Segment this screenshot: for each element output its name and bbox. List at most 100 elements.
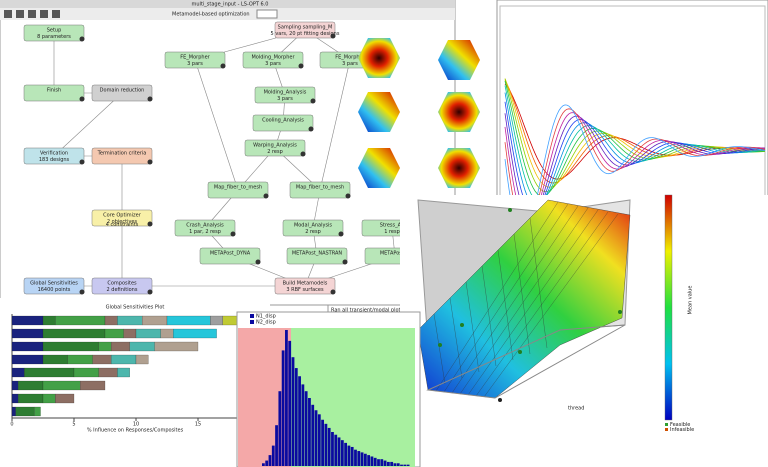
bar-segment xyxy=(117,315,143,326)
status-dot xyxy=(338,231,344,237)
node-label: Stress_An xyxy=(380,223,404,229)
legend-swatch xyxy=(250,314,254,318)
toolbar-button[interactable] xyxy=(40,10,48,18)
node-detail: 5 vars, 20 pt fitting designs xyxy=(271,31,340,37)
workflow-node[interactable]: Finish xyxy=(23,84,85,102)
workflow-node[interactable]: Domain reduction xyxy=(91,84,153,102)
bar xyxy=(406,464,410,466)
mesh-line xyxy=(467,209,599,396)
bar-segment xyxy=(154,341,199,352)
bar-segment xyxy=(42,315,56,326)
workflow-node[interactable]: Map_fiber_to_mesh xyxy=(207,181,269,199)
bar xyxy=(400,464,403,466)
node-detail: 2 definitions xyxy=(107,287,138,293)
mesh-line xyxy=(459,207,589,395)
x-tick-label: 5 xyxy=(72,422,75,428)
status-dot xyxy=(255,259,261,265)
workflow-node[interactable]: METAPost_DYNA xyxy=(199,247,261,265)
dropdown[interactable] xyxy=(256,9,278,19)
bar xyxy=(377,459,380,466)
bar-segment xyxy=(42,328,106,339)
toolbar-button[interactable] xyxy=(52,10,60,18)
bar xyxy=(357,451,361,466)
node-box xyxy=(164,51,226,69)
bar xyxy=(380,459,384,466)
status-dot xyxy=(79,96,85,102)
status-dot xyxy=(330,289,336,295)
workflow-node[interactable]: Cooling_Analysis xyxy=(252,114,314,132)
workflow-node[interactable]: Map_fiber_to_mesh xyxy=(289,181,351,199)
node-box xyxy=(23,277,85,295)
node-detail: 2 resp xyxy=(305,229,321,235)
node-box xyxy=(282,219,344,237)
bar xyxy=(373,457,377,466)
bar xyxy=(383,460,387,466)
node-label: METAPost_DYNA xyxy=(210,251,251,257)
toolbar-button[interactable] xyxy=(16,10,24,18)
bar xyxy=(370,456,374,466)
window-title: multi_stage_input - LS-OPT 6.0 xyxy=(192,2,269,8)
bar-segment xyxy=(18,380,44,391)
bar-segment xyxy=(11,328,44,339)
bar xyxy=(340,440,344,466)
node-label: Finish xyxy=(47,88,61,94)
bar xyxy=(278,391,282,466)
status-dot xyxy=(330,33,336,39)
bar xyxy=(344,442,348,466)
node-label: Global Sensitivities xyxy=(30,281,78,287)
status-dot xyxy=(79,36,85,42)
design-point xyxy=(508,208,512,212)
bar xyxy=(311,404,315,466)
workflow-node[interactable]: Sampling sampling_M5 vars, 20 pt fitting… xyxy=(271,21,340,39)
legend-swatch xyxy=(250,320,254,324)
bar-segment xyxy=(42,380,81,391)
toolbar-button[interactable] xyxy=(4,10,12,18)
bar xyxy=(301,384,305,466)
node-label: Setup xyxy=(47,28,62,34)
title-bar xyxy=(0,0,455,8)
bar xyxy=(350,446,354,466)
node-label: Modal_Analysis xyxy=(294,223,332,229)
sensitivity-plot: Global Sensitivities Plot 0 5 10 15 % Influen… xyxy=(0,298,270,443)
node-label: FE_Morpher xyxy=(335,55,365,61)
status-dot xyxy=(230,231,236,237)
design-point xyxy=(498,398,502,402)
node-label: Core Optimizer xyxy=(103,213,142,219)
workflow-node[interactable]: Termination criteria xyxy=(91,147,153,165)
workflow-node[interactable]: METAPost_NASTRAN xyxy=(286,247,348,265)
node-box xyxy=(252,114,314,132)
contour-image xyxy=(438,148,480,188)
bar-segment xyxy=(67,354,93,365)
bar-segment xyxy=(42,341,99,352)
design-point xyxy=(460,323,464,327)
mesh-line xyxy=(475,211,609,397)
node-detail: 1 resp xyxy=(384,229,400,235)
toolbar-button[interactable] xyxy=(28,10,36,18)
bar-segment xyxy=(142,315,168,326)
node-label: FE_Morpher xyxy=(180,55,210,61)
bar-segment xyxy=(135,328,161,339)
bar-segment xyxy=(15,406,35,417)
bar-segment xyxy=(55,393,75,404)
bar xyxy=(262,463,265,466)
bar xyxy=(291,357,295,466)
curve xyxy=(504,78,765,188)
curve xyxy=(504,108,766,231)
bar-segment xyxy=(42,354,68,365)
node-box xyxy=(23,24,85,42)
node-label: Map_fiber_to_mesh xyxy=(296,185,344,191)
